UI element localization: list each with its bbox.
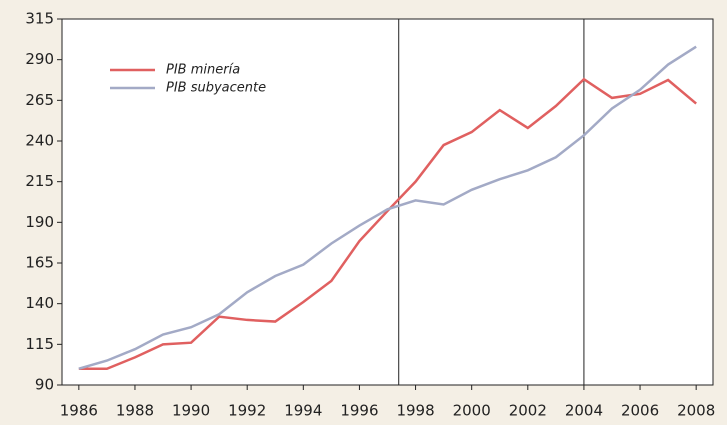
y-tick-label: 140 — [25, 294, 54, 312]
x-tick-label: 1996 — [340, 402, 378, 420]
legend-label: PIB subyacente — [166, 81, 266, 96]
x-tick-label: 2000 — [453, 402, 491, 420]
x-tick-label: 1986 — [60, 402, 98, 420]
series-line — [78, 77, 697, 370]
series-line — [78, 45, 697, 370]
y-tick-label: 115 — [25, 335, 54, 353]
y-tick-label: 265 — [25, 91, 54, 109]
x-tick-label: 1994 — [284, 402, 322, 420]
y-tick-label: 315 — [25, 10, 54, 28]
y-tick-label: 190 — [25, 213, 54, 231]
x-tick-label: 1990 — [172, 402, 210, 420]
y-tick-label: 240 — [25, 132, 54, 150]
x-tick-label: 2004 — [565, 402, 603, 420]
y-tick-label: 215 — [25, 172, 54, 190]
y-tick-label: 90 — [35, 376, 54, 394]
x-tick-label: 1992 — [228, 402, 266, 420]
x-tick-label: 2006 — [621, 402, 659, 420]
x-tick-label: 1988 — [116, 402, 154, 420]
y-tick-label: 165 — [25, 254, 54, 272]
y-tick-label: 290 — [25, 50, 54, 68]
plot-area — [61, 18, 714, 386]
x-tick-label: 2002 — [509, 402, 547, 420]
x-tick-label: 1998 — [396, 402, 434, 420]
legend-label: PIB minería — [166, 63, 240, 78]
x-tick-label: 2008 — [677, 402, 715, 420]
